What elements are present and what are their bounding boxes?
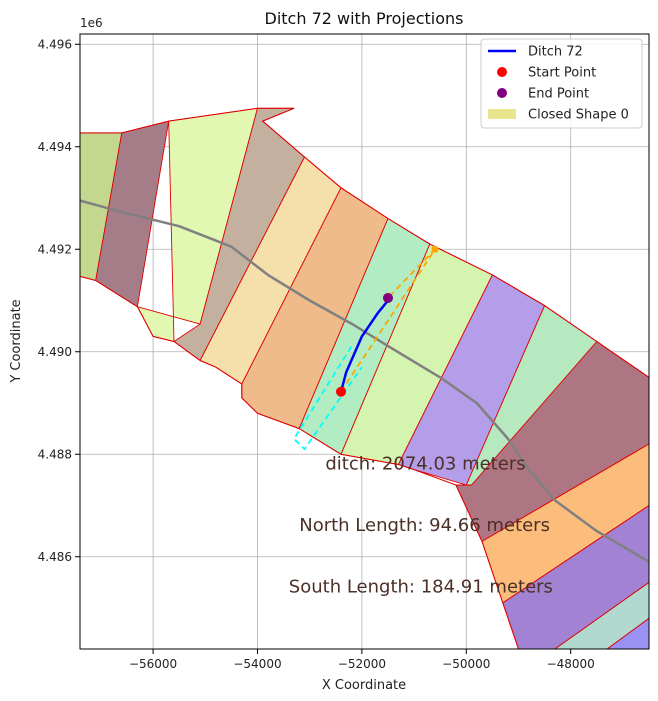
y-tick-label: 4.496 bbox=[38, 37, 72, 51]
y-axis-label: Y Coordinate bbox=[9, 299, 24, 383]
end-point bbox=[382, 292, 393, 303]
x-tick-label: −50000 bbox=[442, 657, 490, 671]
closed-shape-band bbox=[554, 581, 649, 649]
plot-frame bbox=[79, 33, 650, 650]
south-projection-line bbox=[292, 346, 363, 451]
legend-label: Ditch 72 bbox=[528, 45, 583, 60]
chart-title: Ditch 72 with Projections bbox=[265, 9, 464, 28]
y-tick-label: 4.488 bbox=[38, 447, 72, 461]
north-projection-marker bbox=[431, 245, 439, 253]
legend-label: Closed Shape 0 bbox=[528, 108, 629, 123]
y-tick-label: 4.486 bbox=[38, 550, 72, 564]
annotation-text: ditch: 2074.03 meters bbox=[325, 454, 525, 475]
axis-ticks: −56000 −54000 −52000 −50000 −48000 4.486 4.488… bbox=[38, 37, 595, 671]
legend-point-swatch bbox=[497, 67, 507, 77]
x-tick-label: −52000 bbox=[338, 657, 386, 671]
closed-shape-outline-top bbox=[80, 107, 649, 378]
start-point bbox=[336, 386, 347, 397]
annotation-text: South Length: 184.91 meters bbox=[289, 577, 553, 598]
annotation-text: North Length: 94.66 meters bbox=[299, 515, 550, 536]
x-tick-label: −56000 bbox=[129, 657, 177, 671]
y-tick-label: 4.494 bbox=[38, 140, 72, 154]
closed-shape-band bbox=[606, 617, 649, 649]
x-tick-label: −48000 bbox=[547, 657, 595, 671]
centerline bbox=[80, 199, 649, 563]
data-lines bbox=[80, 199, 649, 563]
legend-box bbox=[480, 38, 643, 129]
closed-shape-bands bbox=[80, 107, 649, 649]
x-axis-label: X Coordinate bbox=[322, 678, 406, 693]
x-tick-label: −54000 bbox=[233, 657, 281, 671]
y-offset-label: 1e6 bbox=[80, 16, 103, 30]
legend-label: End Point bbox=[528, 87, 589, 102]
y-tick-label: 4.490 bbox=[38, 345, 72, 359]
ditch-line bbox=[339, 299, 389, 393]
annotations: ditch: 2074.03 meters North Length: 94.66… bbox=[289, 454, 553, 598]
y-tick-label: 4.492 bbox=[38, 242, 72, 256]
legend: Ditch 72 Start Point End Point Closed Shape… bbox=[480, 38, 643, 129]
legend-patch-swatch bbox=[488, 109, 516, 119]
legend-point-swatch bbox=[497, 88, 507, 98]
legend-label: Start Point bbox=[528, 66, 596, 81]
closed-shape-outline-bottom bbox=[80, 275, 519, 649]
